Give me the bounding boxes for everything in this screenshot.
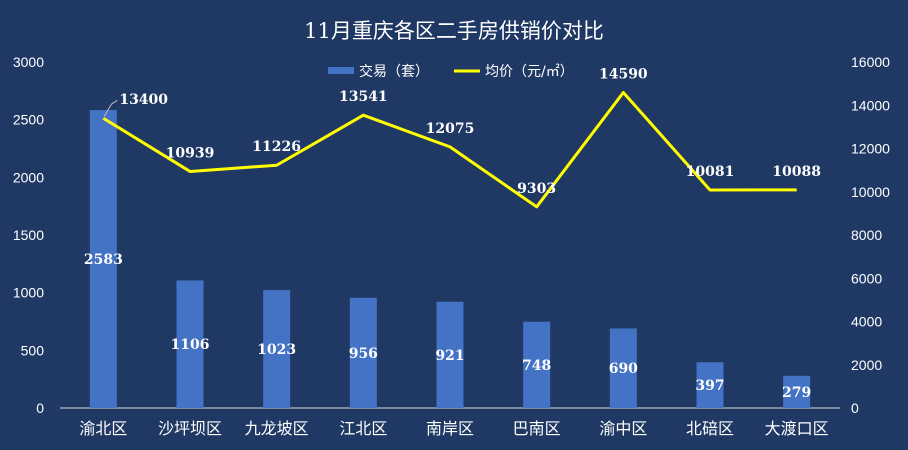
price-line (102, 90, 797, 209)
x-tick-label: 九龙坡区 (245, 419, 309, 438)
bar (696, 362, 724, 408)
y-left-axis: 0 500 1000 1500 2000 2500 3000 (13, 54, 44, 416)
bar-value-label: 690 (609, 361, 638, 377)
line-value-label: 12075 (426, 121, 475, 137)
line-value-label: 11226 (252, 139, 301, 155)
y-right-axis: 0 2000 4000 6000 8000 10000 12000 14000 16000 (851, 54, 890, 416)
bar-value-label: 956 (349, 346, 378, 362)
y-right-tick-label: 12000 (851, 141, 890, 157)
bar-value-label: 2583 (84, 252, 123, 268)
line-data-labels: 13400 10939 11226 13541 12075 9303 14590 10081 1… (119, 66, 821, 196)
y-left-tick-label: 1000 (13, 285, 44, 301)
bar (436, 301, 464, 408)
line-series (102, 90, 797, 209)
bar-value-label: 397 (695, 378, 724, 394)
line-value-label: 9303 (517, 181, 556, 197)
x-tick-label: 南岸区 (426, 419, 474, 438)
bar-value-label: 279 (782, 385, 811, 401)
bar-value-label: 921 (435, 348, 464, 364)
bar-series (89, 110, 811, 409)
x-tick-label: 沙坪坝区 (158, 419, 222, 438)
line-value-label: 13541 (339, 89, 388, 105)
y-left-tick-label: 1500 (13, 227, 44, 243)
line-value-label: 14590 (599, 66, 648, 82)
y-right-tick-label: 0 (851, 400, 859, 416)
y-right-tick-label: 10000 (851, 184, 890, 200)
x-tick-label: 江北区 (339, 419, 387, 438)
y-left-tick-label: 500 (21, 342, 45, 358)
y-left-tick-label: 2000 (13, 169, 44, 185)
bar (349, 297, 377, 408)
bar-data-labels: 2583 1106 1023 956 921 748 690 397 279 (84, 252, 811, 401)
line-value-label: 13400 (119, 92, 168, 108)
legend: 交易（套） 均价（元/㎡） (328, 63, 574, 80)
x-tick-label: 大渡口区 (765, 419, 829, 438)
line-value-label: 10081 (686, 164, 735, 180)
y-left-tick-label: 3000 (13, 54, 44, 70)
line-value-label: 10088 (772, 164, 821, 180)
y-right-tick-label: 4000 (851, 314, 882, 330)
line-value-label: 10939 (166, 145, 215, 161)
legend-bar-swatch (328, 67, 354, 74)
x-tick-label: 北碚区 (686, 419, 734, 438)
bar (523, 321, 551, 408)
y-right-tick-label: 6000 (851, 270, 882, 286)
x-axis-categories: 渝北区 沙坪坝区 九龙坡区 江北区 南岸区 巴南区 渝中区 北碚区 大渡口区 (79, 419, 828, 438)
chart-title: 11月重庆各区二手房供销价对比 (304, 19, 604, 43)
legend-line-label: 均价（元/㎡） (485, 64, 574, 80)
bar (783, 375, 811, 408)
x-tick-label: 渝北区 (79, 419, 127, 438)
y-left-tick-label: 0 (36, 400, 44, 416)
bar (89, 110, 117, 409)
bar-value-label: 1106 (171, 337, 210, 353)
bar-value-label: 1023 (257, 342, 296, 358)
bar-value-label: 748 (522, 358, 551, 374)
y-right-tick-label: 16000 (851, 54, 890, 70)
y-right-tick-label: 14000 (851, 97, 890, 113)
bar (176, 280, 204, 408)
bar (263, 290, 291, 408)
y-right-tick-label: 2000 (851, 357, 882, 373)
data-label-leader-line (103, 99, 118, 117)
bar (609, 328, 637, 408)
legend-bar-label: 交易（套） (359, 63, 429, 80)
y-right-tick-label: 8000 (851, 227, 882, 243)
x-tick-label: 渝中区 (599, 419, 647, 438)
x-tick-label: 巴南区 (513, 419, 561, 438)
y-left-tick-label: 2500 (13, 112, 44, 128)
